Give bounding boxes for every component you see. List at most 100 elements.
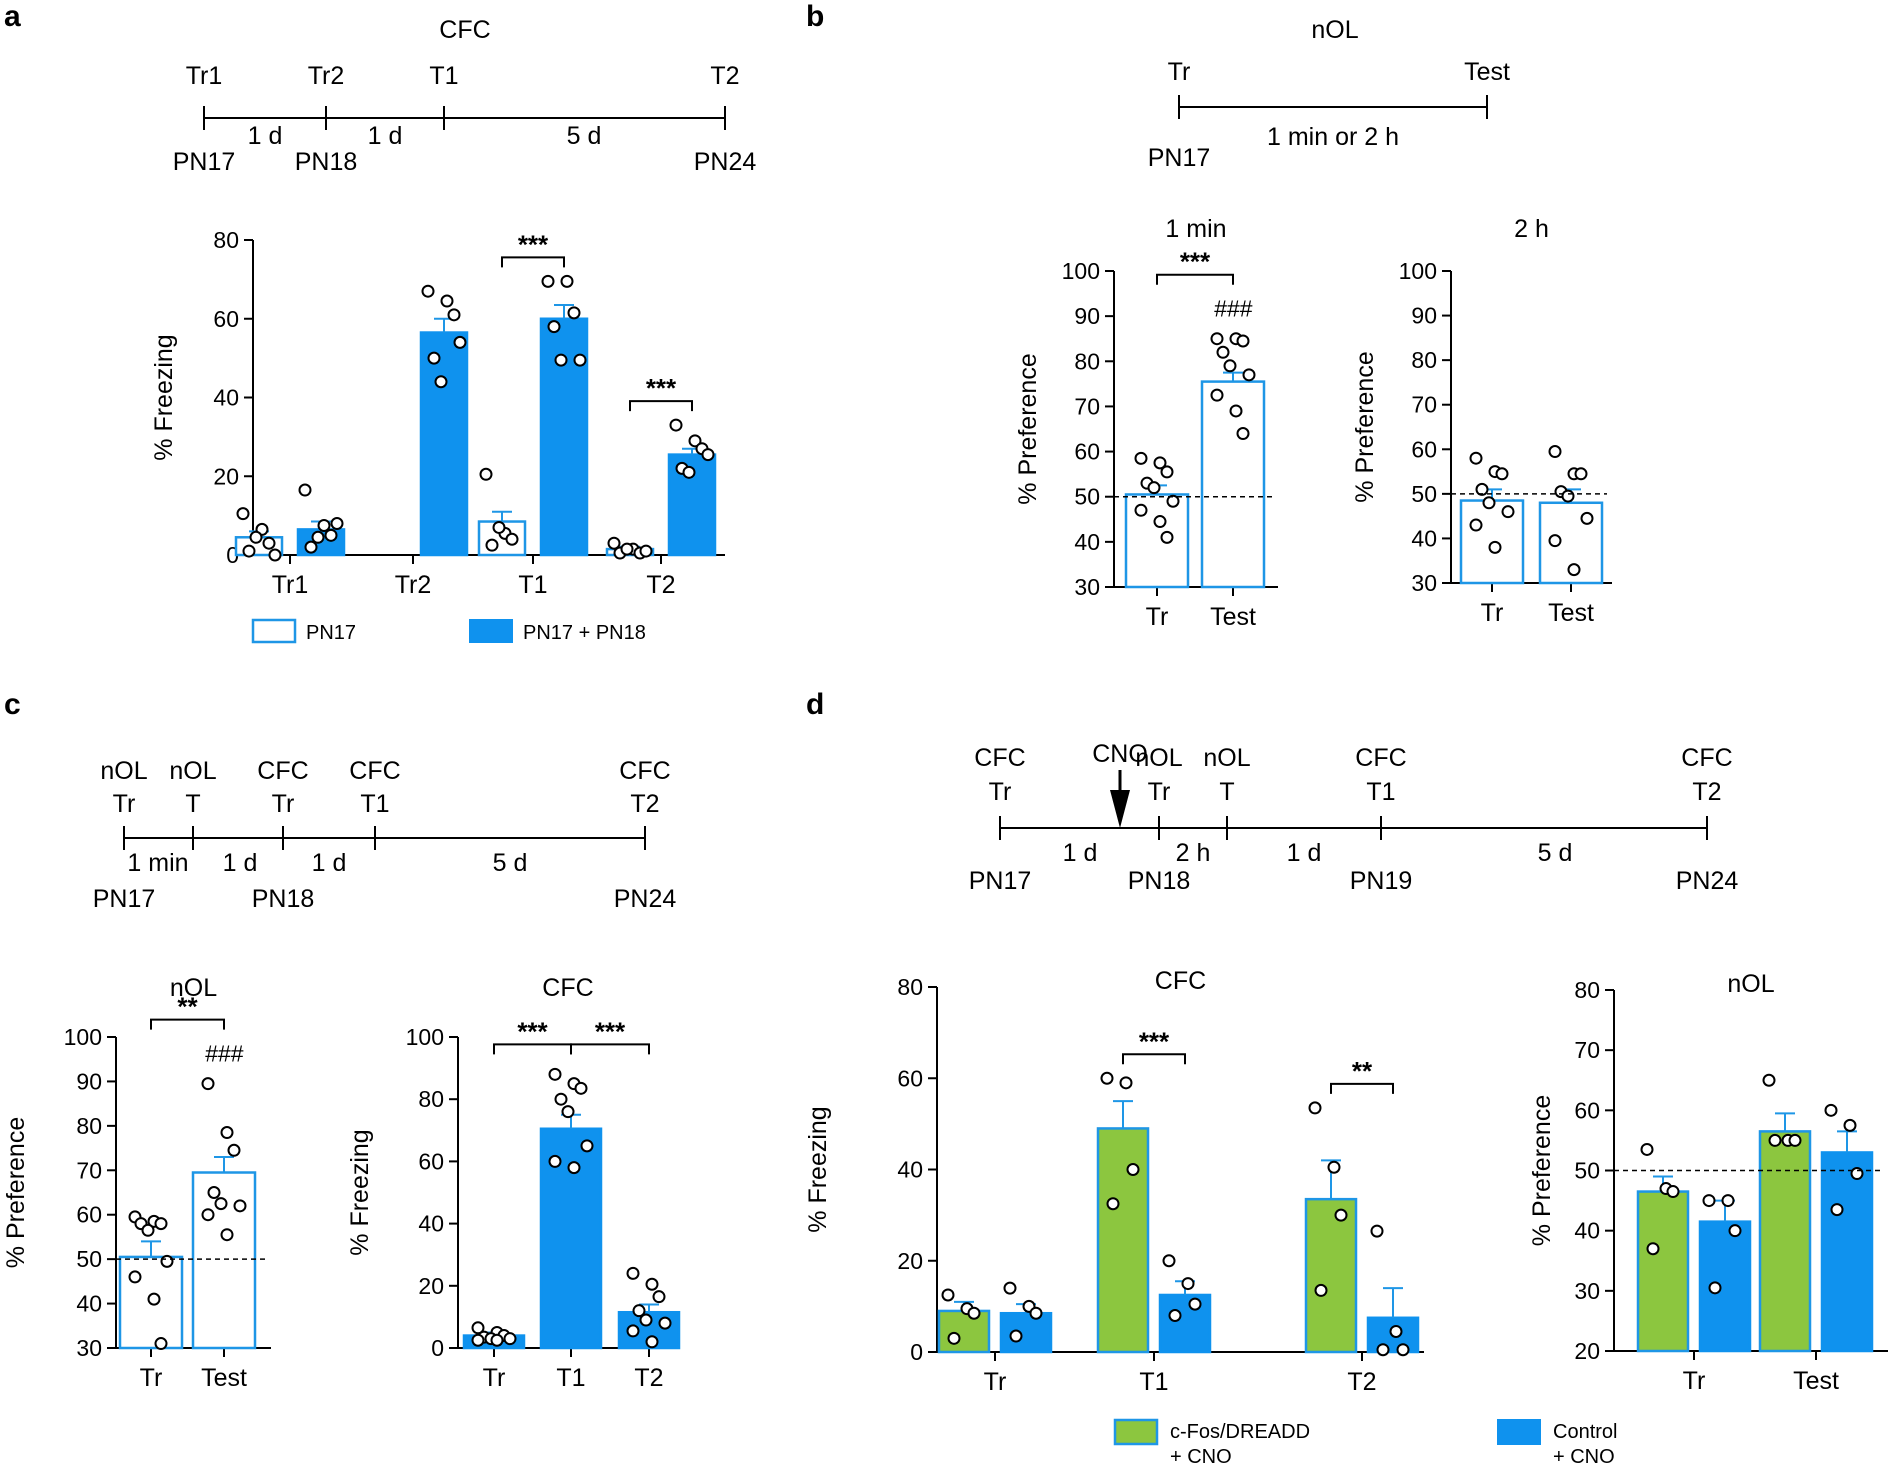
bracket-line (1330, 1082, 1394, 1094)
data-point (249, 530, 263, 544)
timeline-d-interval-label: 1 d (1287, 839, 1322, 867)
legend-swatch-pn17 (251, 618, 297, 644)
y-tick-label: 100 (64, 1024, 102, 1050)
significance-bracket: *** (501, 229, 565, 268)
data-point (1370, 1224, 1384, 1238)
y-tick-label: 80 (1574, 977, 1600, 1003)
legend-swatch-dreadd (1113, 1418, 1159, 1446)
data-point (639, 1313, 653, 1327)
data-point (1762, 1073, 1776, 1087)
x-tick-label: Tr (1683, 1367, 1706, 1395)
x-tick-label: Test (201, 1364, 247, 1392)
data-point (560, 274, 574, 288)
timeline-c-event-label: nOL (169, 757, 216, 785)
y-tick-label: 60 (1574, 1097, 1600, 1123)
data-point (1242, 368, 1256, 382)
data-point (236, 507, 250, 521)
timeline-d-interval-label: 1 d (1063, 839, 1098, 867)
significance-bracket: ** (1330, 1056, 1394, 1094)
timeline-a-interval-label: 1 d (248, 122, 283, 150)
timeline-b-interval-label: 1 min or 2 h (1267, 123, 1399, 151)
data-point (1334, 1208, 1348, 1222)
significance-bracket: ** (150, 992, 225, 1030)
timeline-a-interval-label: 1 d (368, 122, 403, 150)
timeline-d-event-label: CFC (974, 744, 1025, 772)
y-tick-label: 70 (1074, 393, 1100, 419)
timeline-b-title: nOL (1311, 16, 1358, 44)
data-point (214, 1197, 228, 1211)
data-point (220, 1228, 234, 1242)
timeline-b-event-label: Tr (1168, 58, 1191, 86)
x-tick-label: Tr (1146, 603, 1169, 631)
data-point (947, 1331, 961, 1345)
data-point (471, 1321, 485, 1335)
timeline-d-event-label: CFC (1355, 744, 1406, 772)
data-point (1236, 334, 1250, 348)
data-point (1314, 1283, 1328, 1297)
x-tick-label: Test (1793, 1367, 1839, 1395)
x-tick-label: T1 (556, 1364, 585, 1392)
data-point (453, 335, 467, 349)
timeline-d-event-label: nOL (1203, 744, 1250, 772)
chart-title: CFC (542, 974, 593, 1002)
data-point (1495, 467, 1509, 481)
timeline-d-event-label: T (1219, 778, 1234, 806)
y-tick-label: 70 (1574, 1037, 1600, 1063)
timeline-c-interval-label: 1 d (312, 849, 347, 877)
panel-label-d: d (806, 688, 824, 721)
significance-label: *** (1180, 247, 1211, 277)
data-point (1134, 503, 1148, 517)
data-point (1702, 1194, 1716, 1208)
y-tick-label: 70 (76, 1157, 102, 1183)
y-tick-label: 30 (1574, 1278, 1600, 1304)
data-point (967, 1306, 981, 1320)
data-point (1229, 404, 1243, 418)
data-point (227, 1143, 241, 1157)
data-point (1728, 1224, 1742, 1238)
chart-title: nOL (1727, 970, 1774, 998)
data-point (154, 1337, 168, 1351)
data-point (147, 1292, 161, 1306)
data-point (1548, 445, 1562, 459)
data-point (1308, 1101, 1322, 1115)
bar (1304, 1197, 1358, 1354)
legend-label-pn17-pn18: PN17 + PN18 (523, 622, 646, 644)
y-tick-label: 90 (1074, 303, 1100, 329)
data-point (324, 528, 338, 542)
bar (1636, 1190, 1690, 1353)
significance-bracket: *** (629, 373, 693, 412)
data-point (574, 1081, 588, 1095)
data-point (154, 1217, 168, 1231)
data-point (1548, 534, 1562, 548)
data-point (1106, 1197, 1120, 1211)
bracket-line (1156, 273, 1234, 285)
data-point (567, 306, 581, 320)
bar (1158, 1293, 1212, 1354)
timeline-c-event-label: CFC (257, 757, 308, 785)
data-point (421, 284, 435, 298)
y-tick-label: 60 (1411, 436, 1437, 462)
y-tick-label: 40 (418, 1211, 444, 1237)
data-point (548, 1154, 562, 1168)
chart-b1: 30 40 50 60 70 80 90 100 Tr Test % Preference 1 min… (1014, 215, 1278, 631)
y-axis-label: % Preference (1351, 351, 1379, 502)
bracket-line (501, 256, 565, 268)
data-point (128, 1270, 142, 1284)
timeline-d-event-label: nOL (1135, 744, 1182, 772)
data-point (1567, 563, 1581, 577)
data-point (1843, 1118, 1857, 1132)
y-axis-label: % Preference (2, 1117, 30, 1268)
timeline-c-interval-label: 1 d (223, 849, 258, 877)
timeline-a-event-label: Tr1 (186, 62, 223, 90)
y-tick-label: 60 (897, 1065, 923, 1091)
timeline-d-event-label: Tr (989, 778, 1012, 806)
y-tick-label: 20 (1574, 1338, 1600, 1364)
timeline-d-age-label: PN17 (969, 867, 1032, 895)
data-point (688, 434, 702, 448)
data-point (1168, 1309, 1182, 1322)
timeline-d-interval-label: 2 h (1176, 839, 1211, 867)
significance-label: *** (646, 373, 677, 403)
data-point (541, 274, 555, 288)
significance-label: *** (517, 1016, 548, 1046)
